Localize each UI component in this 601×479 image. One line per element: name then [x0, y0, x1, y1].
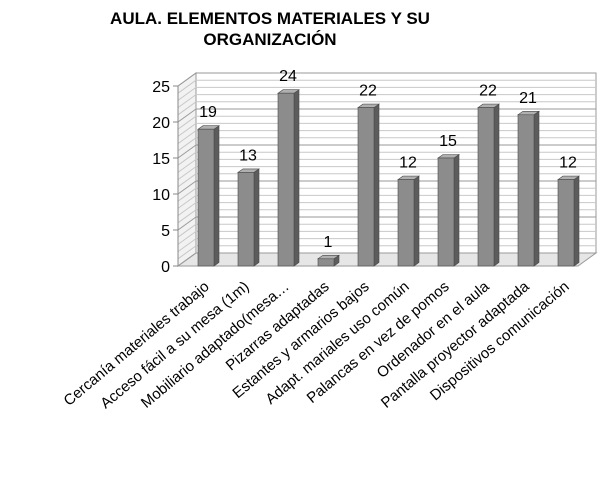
- data-label: 12: [399, 155, 417, 172]
- bar-front: [357, 107, 375, 267]
- gridline-side: [177, 252, 197, 267]
- gridline-side: [177, 94, 197, 109]
- bar-side: [573, 175, 580, 267]
- gridline-side: [177, 72, 197, 87]
- data-label: 1: [324, 234, 333, 251]
- gridline-side: [177, 245, 197, 260]
- bar-side: [293, 89, 300, 267]
- bar: [277, 89, 300, 267]
- y-tick-label: 10: [152, 187, 170, 204]
- data-label: 24: [279, 68, 297, 85]
- gridline-side: [177, 158, 197, 173]
- bar-side: [373, 103, 380, 267]
- gridline-side: [177, 194, 197, 209]
- bar-side: [493, 103, 500, 267]
- bar-front: [317, 258, 335, 267]
- y-axis: 0 5 10 15 20 25: [152, 79, 179, 276]
- bar-front: [437, 157, 455, 267]
- gridline-side: [177, 108, 197, 123]
- bar: [317, 254, 340, 267]
- y-tick-label: 5: [161, 223, 170, 240]
- gridline-side: [177, 79, 197, 94]
- data-label: 22: [479, 83, 497, 100]
- bars: [197, 89, 580, 267]
- bar-front: [277, 92, 295, 267]
- bar-side: [533, 110, 540, 267]
- side-wall: [177, 72, 197, 267]
- gridline-side: [177, 238, 197, 253]
- bar-front: [397, 179, 415, 267]
- bar: [197, 125, 220, 267]
- data-label: 12: [559, 155, 577, 172]
- gridline-side: [177, 187, 197, 202]
- bar: [517, 110, 540, 267]
- gridline-side: [177, 209, 197, 224]
- gridline-side: [177, 151, 197, 166]
- bar: [437, 153, 460, 267]
- y-tick-label: 20: [152, 115, 170, 132]
- gridline-side: [177, 137, 197, 152]
- bar: [357, 103, 380, 267]
- data-label: 13: [239, 147, 257, 164]
- y-tick-label: 0: [161, 259, 170, 276]
- data-label: 15: [439, 133, 457, 150]
- bar-side: [453, 153, 460, 267]
- data-label: 22: [359, 83, 377, 100]
- gridline-side: [177, 173, 197, 188]
- chart-title: AULA. ELEMENTOS MATERIALES Y SU ORGANIZA…: [110, 9, 430, 49]
- bar-front: [517, 114, 535, 267]
- gridline-side: [177, 144, 197, 159]
- bar-front: [197, 128, 215, 267]
- gridline-side: [177, 101, 197, 116]
- gridline-side: [177, 202, 197, 217]
- data-label: 19: [199, 104, 217, 121]
- bar: [557, 175, 580, 267]
- bar: [477, 103, 500, 267]
- gridline-side: [177, 122, 197, 137]
- bar: [397, 175, 420, 267]
- category-label: Cercanía materiales trabajo: [60, 278, 212, 409]
- data-labels: 19 13 24 1 22 12 15 22 21 12: [199, 68, 577, 251]
- bar-front: [477, 107, 495, 267]
- gridline-side: [177, 86, 197, 101]
- bar-front: [237, 172, 255, 267]
- gridline-side: [177, 223, 197, 238]
- bar-front: [557, 179, 575, 267]
- bar: [237, 168, 260, 267]
- gridlines: [177, 72, 596, 267]
- gridline-side: [177, 115, 197, 130]
- gridline-side: [177, 130, 197, 145]
- y-tick-label: 25: [152, 79, 170, 96]
- gridline-side: [177, 216, 197, 231]
- data-label: 21: [519, 90, 537, 107]
- bar-side: [413, 175, 420, 267]
- bar-side: [253, 168, 260, 267]
- bar-side: [213, 125, 220, 267]
- gridline-side: [177, 166, 197, 181]
- gridline-side: [177, 180, 197, 195]
- gridline-side: [177, 230, 197, 245]
- y-tick-label: 15: [152, 151, 170, 168]
